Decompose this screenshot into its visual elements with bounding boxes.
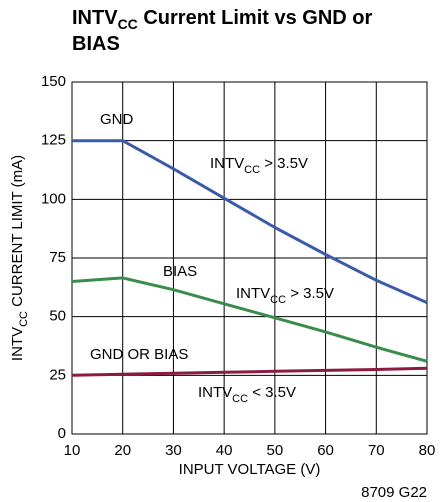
series-line — [72, 139, 428, 304]
x-tick-label: 70 — [368, 442, 385, 459]
y-tick-label: 100 — [41, 190, 66, 207]
y-tick-label: 75 — [49, 249, 66, 266]
chart-title: INTVCC Current Limit vs GND or BIAS — [72, 6, 402, 57]
plot-frame — [71, 81, 428, 435]
y-axis-label-part: INTV — [9, 327, 26, 361]
series-line — [71, 366, 428, 377]
y-tick-label: 0 — [58, 425, 66, 442]
annotation-part: CC — [244, 164, 260, 176]
x-tick-label: 80 — [419, 442, 436, 459]
y-tick-label: 50 — [49, 308, 66, 325]
y-tick-label: 125 — [41, 132, 66, 149]
title-part: INTV — [72, 7, 118, 29]
annotation-part: INTV — [236, 285, 270, 302]
series-label: GND OR BIAS — [90, 346, 188, 363]
annotation: INTVCC > 3.5V — [236, 285, 334, 306]
x-tick-label: 60 — [317, 442, 334, 459]
x-axis-label: INPUT VOLTAGE (V) — [179, 461, 321, 478]
annotation-part: > 3.5V — [286, 285, 334, 302]
annotation: INTVCC < 3.5V — [198, 384, 296, 405]
annotation: INTVCC > 3.5V — [210, 155, 308, 176]
y-tick-label: 150 — [41, 73, 66, 90]
y-tick-label: 25 — [49, 366, 66, 383]
series-line — [71, 276, 428, 363]
x-tick-label: 40 — [216, 442, 233, 459]
annotation-part: CC — [232, 393, 248, 405]
x-tick-label: 30 — [165, 442, 182, 459]
series-label: BIAS — [163, 263, 197, 280]
x-tick-label: 20 — [114, 442, 131, 459]
footnote: 8709 G22 — [361, 484, 427, 501]
title-part: CC — [117, 16, 138, 32]
series-label: GND — [100, 111, 134, 128]
y-axis-label: INTVCC CURRENT LIMIT (mA) — [9, 155, 30, 361]
annotation-part: CC — [270, 294, 286, 306]
y-axis-label-part: CC — [18, 311, 30, 327]
x-tick-label: 10 — [64, 442, 81, 459]
annotation-part: > 3.5V — [260, 155, 308, 172]
annotation-part: INTV — [210, 155, 244, 172]
x-tick-label: 50 — [267, 442, 284, 459]
annotation-part: INTV — [198, 384, 232, 401]
title-part: Current Limit vs GND or BIAS — [72, 7, 373, 55]
annotation-part: < 3.5V — [248, 384, 296, 401]
y-axis-label-part: CURRENT LIMIT (mA) — [9, 155, 26, 311]
